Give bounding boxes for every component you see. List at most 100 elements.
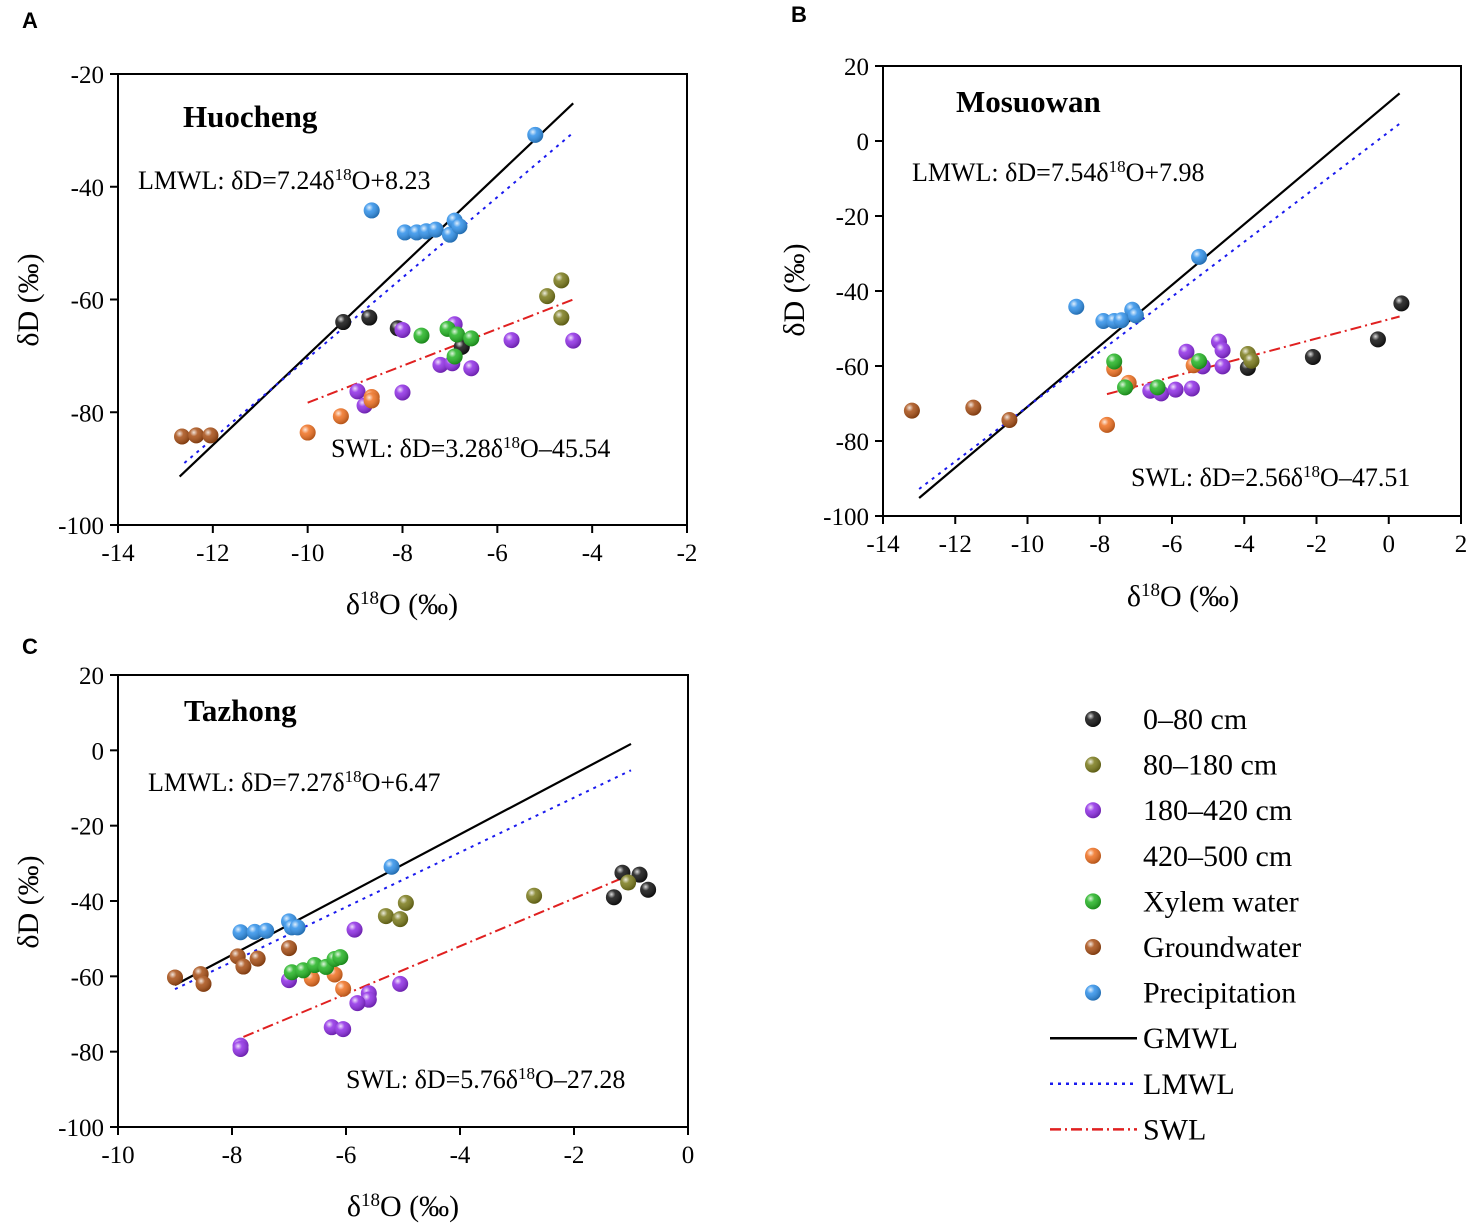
y-tick-label: -60 [71,288,104,315]
point-shading [1106,353,1123,370]
point-shading [289,919,306,936]
legend-label-420-500-cm: 420–500 cm [1143,840,1292,873]
point-shading [258,922,275,939]
x-tick-label: -8 [222,1142,243,1169]
point-shading [965,399,982,416]
y-tick-label: -40 [836,279,869,306]
point-shading [174,428,191,445]
gmwl-line [918,92,1401,499]
point-shading [335,1021,352,1038]
legend-marker-shading [1085,756,1101,773]
point-shading [1183,380,1200,397]
point-shading [463,360,480,377]
site-title: Tazhong [184,693,297,728]
point-shading [394,321,411,338]
x-axis-title: δ18O (‰) [1127,580,1239,614]
x-tick-label: -10 [101,1142,134,1169]
x-axis-title: δ18O (‰) [346,588,458,622]
point-shading [1178,343,1195,360]
point-shading [1068,298,1085,315]
swl-line [307,298,574,404]
y-tick-label: -40 [71,175,104,202]
data-points [903,248,1410,433]
point-shading [1393,295,1410,312]
legend-label-180-420-cm: 180–420 cm [1143,794,1292,827]
point-shading [526,887,543,904]
point-shading [631,866,648,883]
point-shading [565,332,582,349]
point-shading [451,218,468,235]
y-tick-label: -80 [836,429,869,456]
point-shading [432,356,449,373]
swl-equation: SWL: δD=5.76δ18O–27.28 [346,1064,625,1095]
point-shading [235,958,252,975]
x-tick-label: -2 [564,1142,585,1169]
y-tick-label: -20 [71,814,104,841]
x-tick-label: 0 [1383,531,1396,558]
point-shading [539,288,556,305]
point-shading [1149,379,1166,396]
lmwl-equation: LMWL: δD=7.24δ18O+8.23 [138,165,431,196]
point-shading [1214,342,1231,359]
point-shading [377,908,394,925]
y-tick-label: 20 [79,663,104,690]
legend-label-groundwater: Groundwater [1143,931,1301,964]
point-shading [1001,412,1018,428]
point-shading [903,402,920,419]
point-shading [349,995,366,1012]
point-shading [427,221,444,238]
y-tick-label: 20 [844,54,869,81]
point-shading [167,969,183,986]
x-tick-label: -10 [291,540,324,567]
legend-label-precipitation: Precipitation [1143,977,1296,1010]
point-shading [553,272,570,289]
y-tick-label: -100 [58,513,104,540]
data-points [174,126,582,445]
x-tick-label: -4 [1234,531,1255,558]
panel-letter: C [22,634,38,659]
x-tick-label: -8 [392,540,413,567]
fit-lines [178,102,574,478]
point-shading [446,348,463,365]
point-shading [281,940,297,957]
point-shading [553,309,570,326]
legend-label-lmwl: LMWL [1143,1068,1235,1101]
point-shading [1191,248,1208,265]
swl-equation: SWL: δD=2.56δ18O–47.51 [1131,462,1410,493]
x-tick-label: -12 [939,531,972,558]
point-shading [346,921,363,938]
gmwl-line [174,742,632,986]
site-title: Huocheng [183,99,318,134]
x-tick-label: -14 [866,531,900,558]
y-tick-label: -40 [71,889,104,916]
y-axis-title: δD (‰) [12,855,45,948]
point-shading [413,327,430,344]
point-shading [1098,416,1115,433]
y-tick-label: -60 [836,354,869,381]
point-shading [392,911,409,928]
lmwl-line [183,131,574,464]
lmwl-equation: LMWL: δD=7.54δ18O+7.98 [912,157,1205,188]
x-tick-label: -4 [582,540,603,567]
x-tick-label: -12 [196,540,229,567]
legend-marker-shading [1085,847,1101,864]
y-tick-label: -80 [71,400,104,427]
y-tick-label: -20 [71,62,104,89]
fit-lines [174,742,632,1038]
y-tick-label: 0 [857,129,870,156]
point-shading [1127,307,1144,324]
point-shading [383,858,400,875]
legend-marker-shading [1085,802,1101,819]
panel-mosuowan: B -14 -12 -10 -8 -6 -4 -2 0 2-100-80-60-40-20020… [778,2,1467,613]
y-tick-label: -60 [71,964,104,991]
axis-ticks: -14 -12 -10 -8 -6 -4 -2 -100 -80 -60 -40 -20 [58,62,697,567]
point-shading [1113,312,1130,329]
legend-label-xylem-water: Xylem water [1143,885,1299,918]
legend-label-gmwl: GMWL [1143,1022,1238,1055]
x-tick-label: -8 [1089,531,1110,558]
point-shading [640,881,657,898]
point-shading [396,224,413,241]
point-shading [202,427,219,444]
